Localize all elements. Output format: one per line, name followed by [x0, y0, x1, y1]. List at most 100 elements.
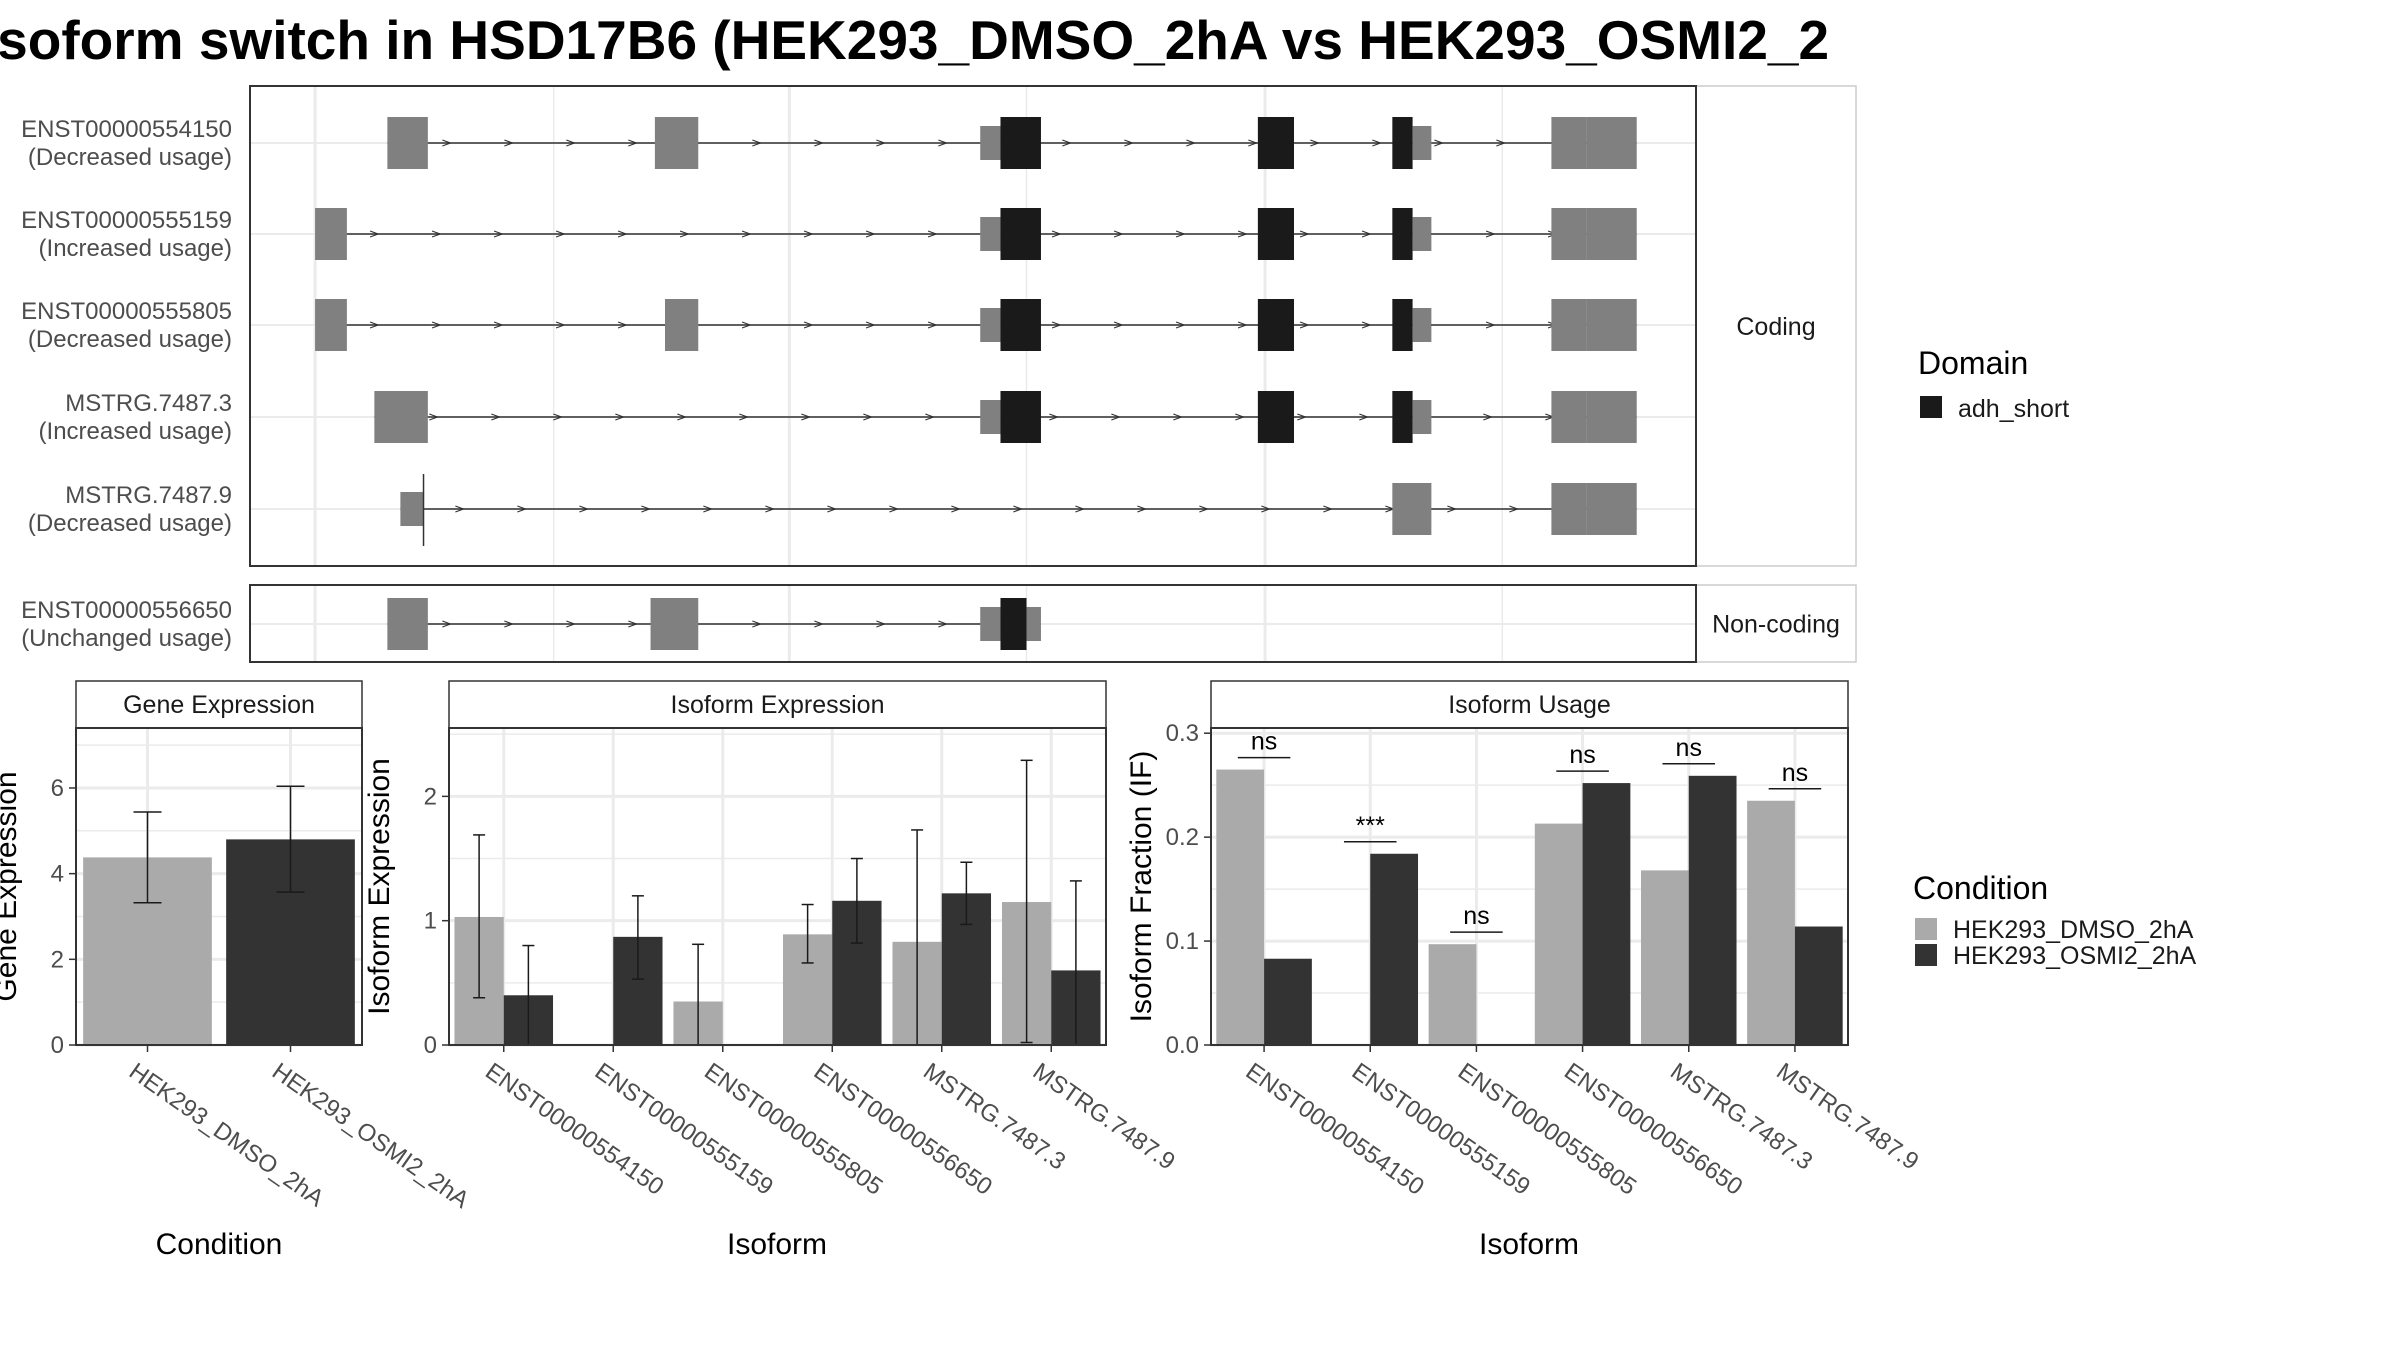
exon	[1551, 483, 1587, 535]
intron-arrow	[889, 505, 900, 513]
exon	[980, 400, 1001, 434]
chart-title: Isoform Expression	[671, 691, 885, 719]
domain-exon	[1257, 208, 1295, 260]
y-tick-label: 2	[51, 946, 64, 973]
exon	[1412, 308, 1432, 342]
intron-arrow	[752, 620, 763, 628]
intron-arrow	[1173, 413, 1184, 421]
panel-border	[448, 727, 1107, 1046]
exon	[1551, 117, 1587, 169]
transcript-row: ENST00000555159 (Increased usage)	[21, 207, 1696, 262]
exon	[315, 208, 347, 260]
exon	[1412, 400, 1432, 434]
intron-arrow	[1235, 413, 1246, 421]
transcript-id: ENST00000554150	[21, 116, 232, 143]
domain-exon	[1392, 208, 1413, 260]
intron-arrow	[1137, 505, 1148, 513]
exon	[650, 598, 699, 650]
legend-domain: Domain adh_short	[1918, 345, 2069, 423]
intron-arrow	[1124, 139, 1135, 147]
transcript-usage: (Increased usage)	[39, 418, 232, 445]
intron-arrow	[628, 620, 639, 628]
intron-arrow	[628, 139, 639, 147]
intron-arrow	[803, 230, 814, 238]
intron-arrow	[1297, 413, 1308, 421]
intron-arrow	[1372, 139, 1383, 147]
legend-title: Condition	[1913, 870, 2048, 906]
intron-arrow	[1199, 505, 1210, 513]
x-tick-label: ENST00000555159	[590, 1058, 778, 1201]
exon	[1392, 483, 1432, 535]
exon	[654, 117, 699, 169]
intron-arrow	[493, 230, 504, 238]
intron-arrow	[1299, 321, 1310, 329]
bar	[1688, 775, 1737, 1045]
panel-border	[249, 85, 1697, 567]
intron-arrow	[517, 505, 528, 513]
chart-title: Isoform Usage	[1448, 691, 1611, 719]
intron-arrow	[951, 505, 962, 513]
intron-arrow	[1175, 321, 1186, 329]
transcript-usage: (Decreased usage)	[28, 326, 232, 353]
intron-arrow	[741, 321, 752, 329]
exon	[1586, 208, 1637, 260]
significance-label: ns	[1676, 734, 1702, 762]
intron-arrow	[1434, 139, 1445, 147]
x-tick-label: ENST00000555805	[699, 1058, 887, 1201]
bar	[1264, 958, 1312, 1045]
bar	[1216, 769, 1265, 1045]
intron-arrow	[579, 505, 590, 513]
transcript-usage: (Decreased usage)	[28, 510, 232, 537]
domain-exon	[1000, 391, 1041, 443]
x-tick-label: ENST00000554150	[480, 1058, 668, 1201]
domain-exon	[1000, 117, 1041, 169]
intron-arrow	[925, 413, 936, 421]
intron-arrow	[617, 321, 628, 329]
intron-arrow	[431, 321, 442, 329]
facet-strip-label: Non-coding	[1712, 611, 1840, 639]
intron-arrow	[566, 620, 577, 628]
intron-arrow	[1113, 230, 1124, 238]
intron-arrow	[1175, 230, 1186, 238]
intron-arrow	[679, 230, 690, 238]
y-tick-label: 0.2	[1166, 824, 1199, 851]
intron-arrow	[1485, 230, 1496, 238]
intron-arrow	[938, 139, 949, 147]
intron-arrow	[555, 230, 566, 238]
domain-exon	[1392, 391, 1413, 443]
intron-arrow	[1509, 505, 1520, 513]
exon	[387, 117, 428, 169]
significance-label: ns	[1569, 741, 1595, 769]
bar	[1794, 926, 1843, 1045]
y-tick-label: 2	[424, 783, 437, 810]
intron-arrow	[429, 413, 440, 421]
transcript-label: ENST00000555159 (Increased usage)	[21, 207, 232, 262]
bar	[1747, 800, 1795, 1045]
transcript-row: MSTRG.7487.3 (Increased usage)	[39, 390, 1696, 445]
intron-arrow	[1237, 321, 1248, 329]
intron-arrow	[765, 505, 776, 513]
intron-arrow	[1261, 505, 1272, 513]
intron-arrow	[876, 139, 887, 147]
legend-title: Domain	[1918, 345, 2028, 381]
transcript-id: ENST00000555159	[21, 207, 232, 234]
exon	[980, 217, 1001, 251]
intron-arrow	[863, 413, 874, 421]
transcript-row: ENST00000556650 (Unchanged usage)	[21, 597, 1696, 652]
y-tick-label: 0.0	[1166, 1032, 1199, 1059]
intron-arrow	[442, 620, 453, 628]
bar	[1582, 783, 1631, 1045]
transcript-id: MSTRG.7487.9	[65, 482, 232, 509]
chart-title: Gene Expression	[123, 691, 315, 719]
intron-arrow	[865, 321, 876, 329]
exon	[387, 598, 428, 650]
intron-arrow	[927, 321, 938, 329]
intron-arrow	[827, 505, 838, 513]
intron-arrow	[927, 230, 938, 238]
exon	[1551, 391, 1587, 443]
exon	[1551, 208, 1587, 260]
intron-arrow	[1485, 321, 1496, 329]
intron-arrow	[1062, 139, 1073, 147]
intron-arrow	[504, 139, 515, 147]
